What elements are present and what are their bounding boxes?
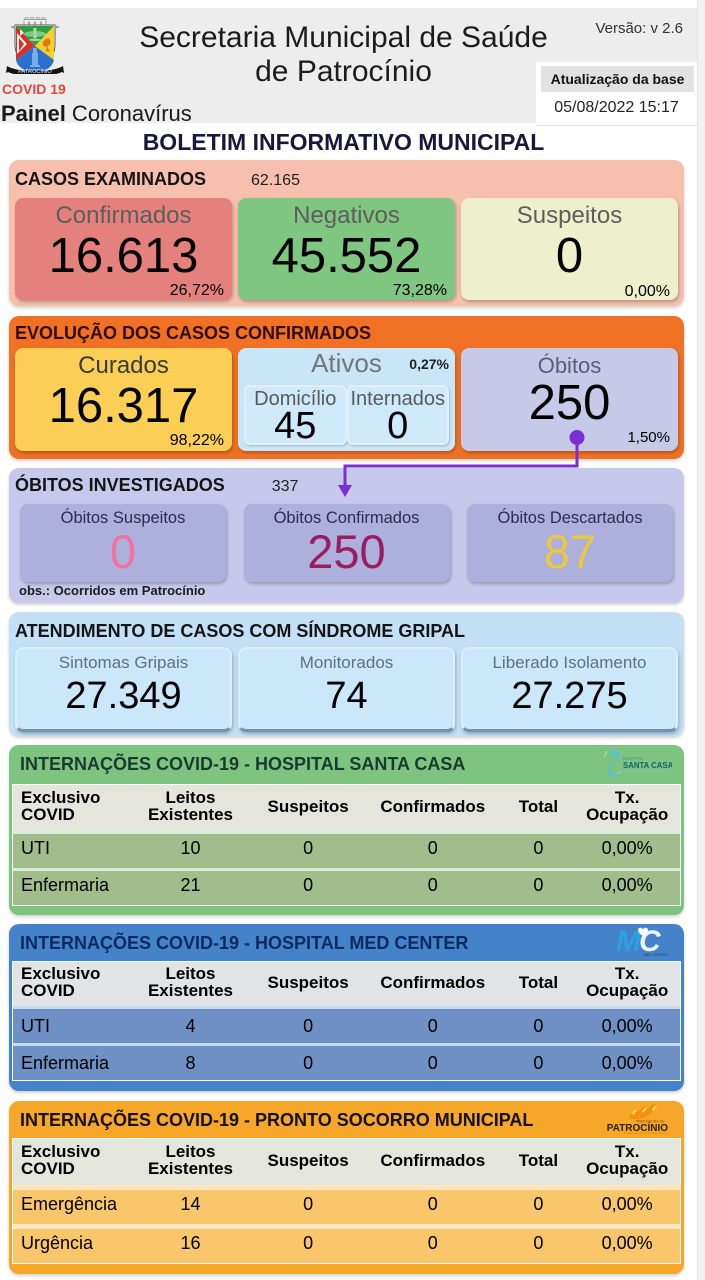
svg-text:SANTA CASA: SANTA CASA [623,761,672,770]
svg-text:MED CENTER: MED CENTER [644,953,668,957]
svg-text:PREFEITURA DE: PREFEITURA DE [636,1120,665,1124]
svg-text:PATROCÍNIO: PATROCÍNIO [18,68,52,74]
svg-text:M: M [616,925,642,958]
svg-text:HOSPITAL: HOSPITAL [623,756,644,761]
svg-text:PATROCÍNIO: PATROCÍNIO [607,1121,669,1134]
